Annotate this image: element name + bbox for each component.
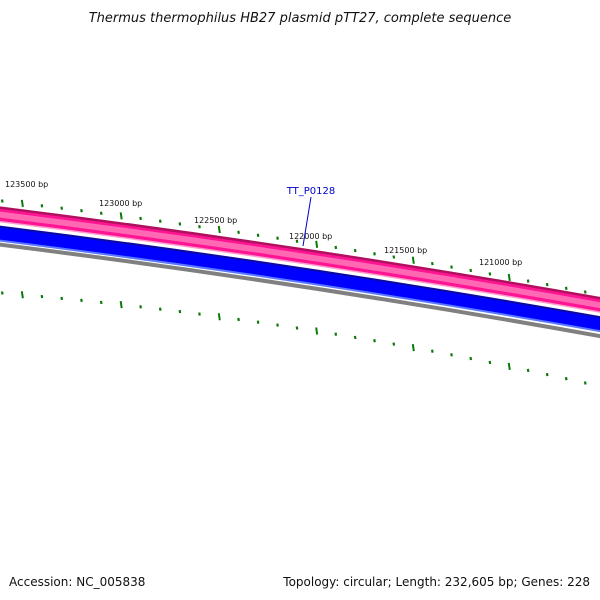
inner-tick: [295, 326, 299, 330]
inner-tick-marks: [0, 291, 587, 385]
outer-tick: [334, 245, 338, 250]
inner-tick: [139, 305, 142, 309]
outer-tick: [392, 255, 396, 259]
inner-tick: [469, 356, 473, 361]
inner-tick: [20, 291, 24, 299]
sequence-summary-text: Topology: circular; Length: 232,605 bp; …: [282, 575, 590, 589]
inner-tick: [198, 312, 201, 316]
outer-tick: [488, 272, 492, 276]
outer-tick: [583, 290, 587, 294]
outer-tick: [526, 279, 530, 283]
inner-tick: [564, 377, 568, 381]
gene-label-tt-p0128[interactable]: TT_P0128: [286, 186, 336, 197]
outer-tick: [158, 219, 162, 223]
map-title: Thermus thermophilus HB27 plasmid pTT27,…: [89, 11, 512, 26]
reverse-strand-band: [0, 226, 600, 332]
inner-tick: [0, 291, 4, 295]
outer-tick: [217, 225, 221, 234]
outer-tick: [178, 222, 182, 226]
tick-label-121000: 121000 bp: [479, 258, 522, 267]
inner-tick: [119, 300, 123, 309]
outer-tick: [40, 204, 44, 208]
forward-strand-top-edge: [0, 206, 600, 300]
outer-tick: [119, 212, 123, 220]
inner-tick: [178, 309, 182, 314]
inner-tick: [276, 323, 279, 327]
outer-tick: [564, 286, 568, 290]
tick-label-122000: 122000 bp: [289, 232, 332, 241]
inner-tick: [373, 339, 376, 343]
outer-tick: [373, 252, 376, 256]
inner-tick: [392, 342, 396, 346]
backbone-line: [0, 242, 600, 339]
inner-tick: [353, 335, 357, 340]
inner-tick: [583, 381, 587, 385]
inner-tick: [315, 327, 319, 335]
outer-tick: [430, 261, 434, 266]
outer-tick: [315, 240, 319, 248]
inner-tick: [488, 360, 492, 365]
tick-label-121500: 121500 bp: [384, 246, 427, 255]
reverse-strand-bottom-edge: [0, 239, 600, 333]
inner-tick: [237, 317, 240, 322]
outer-tick: [411, 256, 415, 264]
inner-tick: [40, 294, 44, 299]
gene-callout-line: [302, 196, 312, 247]
forward-strand-inner: [0, 211, 600, 309]
reverse-strand-top-edge: [0, 225, 600, 319]
inner-tick: [430, 349, 434, 353]
tick-label-122500: 122500 bp: [194, 216, 237, 225]
outer-tick: [353, 248, 357, 253]
inner-tick: [80, 298, 83, 303]
inner-tick: [60, 296, 64, 301]
inner-tick: [507, 362, 511, 371]
outer-tick: [237, 230, 240, 235]
tick-label-123500: 123500 bp: [5, 180, 48, 189]
outer-tick: [20, 199, 24, 207]
inner-tick: [217, 313, 221, 321]
outer-tick: [60, 206, 64, 210]
inner-tick: [158, 307, 162, 311]
outer-tick: [295, 239, 299, 243]
outer-tick: [0, 199, 4, 203]
inner-tick: [99, 300, 103, 305]
inner-tick: [450, 353, 453, 357]
inner-tick: [526, 368, 530, 373]
outer-tick-marks: [0, 199, 587, 294]
outer-tick: [198, 224, 201, 229]
tick-label-123000: 123000 bp: [99, 199, 142, 208]
outer-tick: [256, 233, 260, 237]
outer-tick: [450, 265, 453, 269]
inner-tick: [545, 372, 549, 377]
outer-tick: [99, 211, 103, 215]
outer-tick: [469, 268, 473, 273]
inner-tick: [256, 320, 260, 324]
inner-tick: [411, 343, 415, 352]
outer-tick: [276, 236, 279, 240]
accession-text: Accession: NC_005838: [9, 575, 145, 589]
inner-tick: [334, 332, 338, 336]
outer-tick: [507, 273, 511, 282]
outer-tick: [545, 282, 549, 287]
outer-tick: [139, 216, 142, 221]
outer-tick: [80, 209, 83, 213]
forward-strand-bottom-edge: [0, 220, 600, 313]
